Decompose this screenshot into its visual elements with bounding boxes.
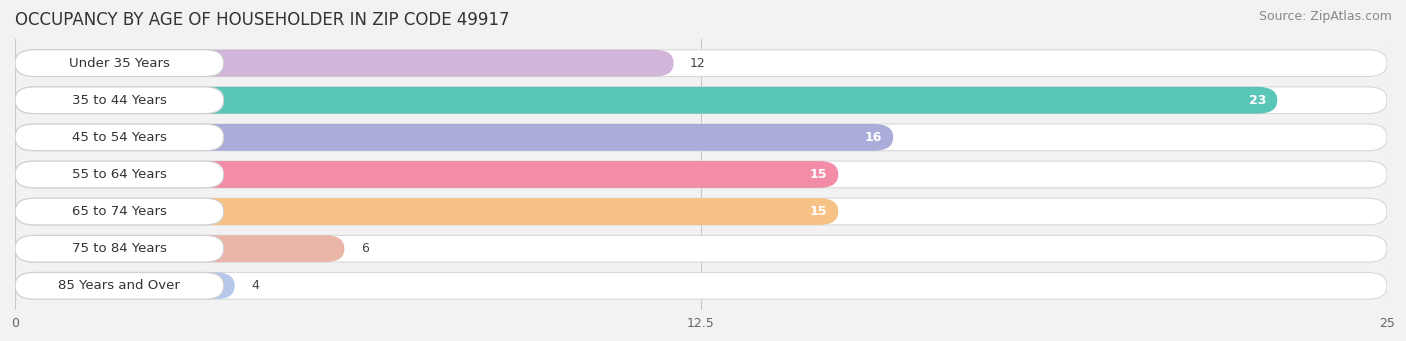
FancyBboxPatch shape bbox=[15, 235, 1386, 262]
FancyBboxPatch shape bbox=[15, 50, 1386, 76]
Text: Source: ZipAtlas.com: Source: ZipAtlas.com bbox=[1258, 10, 1392, 23]
FancyBboxPatch shape bbox=[15, 272, 1386, 299]
Text: 16: 16 bbox=[865, 131, 882, 144]
FancyBboxPatch shape bbox=[15, 124, 893, 151]
Text: 12: 12 bbox=[690, 57, 706, 70]
FancyBboxPatch shape bbox=[15, 235, 224, 262]
Text: 55 to 64 Years: 55 to 64 Years bbox=[72, 168, 167, 181]
FancyBboxPatch shape bbox=[15, 50, 673, 76]
Text: 85 Years and Over: 85 Years and Over bbox=[59, 279, 180, 292]
FancyBboxPatch shape bbox=[15, 272, 224, 299]
Text: 6: 6 bbox=[361, 242, 368, 255]
FancyBboxPatch shape bbox=[15, 50, 224, 76]
FancyBboxPatch shape bbox=[15, 87, 1277, 114]
FancyBboxPatch shape bbox=[15, 198, 838, 225]
Text: 45 to 54 Years: 45 to 54 Years bbox=[72, 131, 167, 144]
Text: 23: 23 bbox=[1249, 94, 1267, 107]
FancyBboxPatch shape bbox=[15, 198, 1386, 225]
Text: 75 to 84 Years: 75 to 84 Years bbox=[72, 242, 167, 255]
FancyBboxPatch shape bbox=[15, 161, 838, 188]
Text: 65 to 74 Years: 65 to 74 Years bbox=[72, 205, 167, 218]
FancyBboxPatch shape bbox=[15, 87, 224, 114]
Text: 35 to 44 Years: 35 to 44 Years bbox=[72, 94, 167, 107]
FancyBboxPatch shape bbox=[15, 124, 224, 151]
FancyBboxPatch shape bbox=[15, 272, 235, 299]
Text: Under 35 Years: Under 35 Years bbox=[69, 57, 170, 70]
FancyBboxPatch shape bbox=[15, 161, 224, 188]
Text: 4: 4 bbox=[252, 279, 259, 292]
Text: 15: 15 bbox=[810, 205, 827, 218]
Text: OCCUPANCY BY AGE OF HOUSEHOLDER IN ZIP CODE 49917: OCCUPANCY BY AGE OF HOUSEHOLDER IN ZIP C… bbox=[15, 11, 509, 29]
FancyBboxPatch shape bbox=[15, 161, 1386, 188]
FancyBboxPatch shape bbox=[15, 235, 344, 262]
Text: 15: 15 bbox=[810, 168, 827, 181]
FancyBboxPatch shape bbox=[15, 124, 1386, 151]
FancyBboxPatch shape bbox=[15, 87, 1386, 114]
FancyBboxPatch shape bbox=[15, 198, 224, 225]
